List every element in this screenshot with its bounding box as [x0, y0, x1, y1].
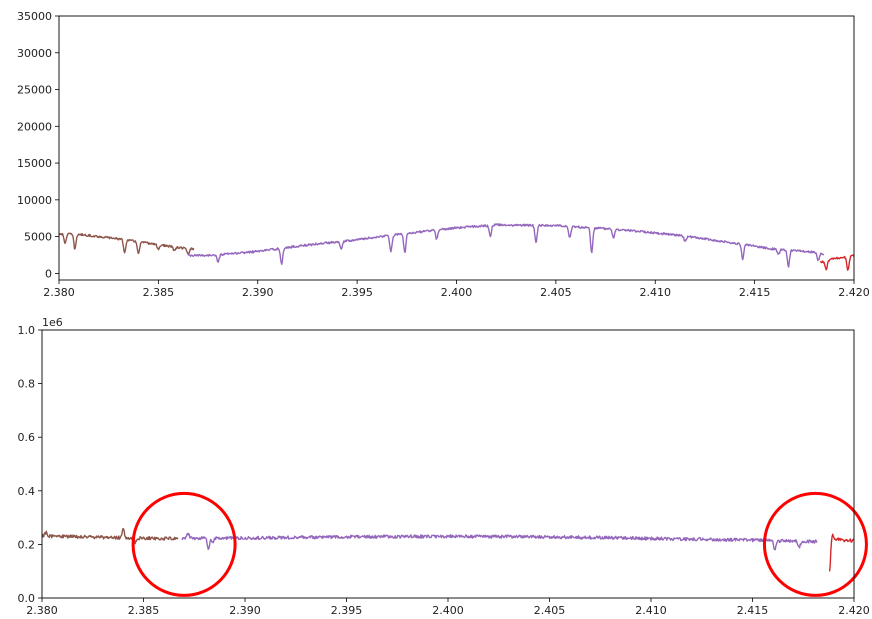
- bottom-spectrum-plot: 2.380 2.385 2.390 2.395 2.400 2.405 2.410 2.415…: [18, 316, 870, 617]
- x-tick-label: 2.390: [229, 604, 261, 617]
- x-tick-label: 2.380: [43, 286, 75, 299]
- x-tick-label: 2.385: [143, 286, 175, 299]
- top-spectrum-plot: 2.380 2.385 2.390 2.395 2.400 2.405 2.410 2.415…: [17, 10, 870, 299]
- y-tick-label: 0: [45, 267, 52, 280]
- x-tick-label: 2.405: [534, 604, 566, 617]
- x-tick-label: 2.400: [432, 604, 464, 617]
- x-tick-label: 2.410: [635, 604, 667, 617]
- spectrum-series-line: [181, 532, 818, 551]
- y-tick-label: 20000: [17, 120, 52, 133]
- x-tick-label: 2.410: [640, 286, 672, 299]
- x-tick-label: 2.385: [128, 604, 160, 617]
- x-tick-label: 2.390: [242, 286, 274, 299]
- spectrum-series-line: [59, 232, 195, 256]
- y-tick-label: 15000: [17, 157, 52, 170]
- y-axis-offset-label: 1e6: [42, 316, 63, 329]
- x-tick-label: 2.415: [739, 286, 771, 299]
- axes-frame: [41, 329, 855, 599]
- y-tick-label: 0.8: [18, 378, 36, 391]
- spectrum-series-line: [187, 223, 825, 268]
- y-tick-label: 0.2: [18, 538, 36, 551]
- x-tick-label: 2.405: [540, 286, 572, 299]
- y-tick-label: 0.0: [18, 592, 36, 605]
- axes-frame: [58, 15, 855, 281]
- x-tick-label: 2.380: [26, 604, 58, 617]
- y-tick-label: 0.6: [18, 431, 36, 444]
- spectrum-series-line: [819, 254, 854, 271]
- y-tick-label: 35000: [17, 10, 52, 23]
- x-tick-label: 2.420: [838, 604, 870, 617]
- x-tick-label: 2.395: [331, 604, 363, 617]
- y-tick-label: 30000: [17, 47, 52, 60]
- y-tick-label: 10000: [17, 194, 52, 207]
- x-tick-label: 2.395: [341, 286, 373, 299]
- spectrum-series-line: [828, 533, 854, 572]
- x-tick-label: 2.415: [737, 604, 769, 617]
- x-tick-label: 2.400: [441, 286, 473, 299]
- y-tick-label: 1.0: [18, 324, 36, 337]
- x-tick-label: 2.420: [838, 286, 870, 299]
- y-tick-label: 25000: [17, 84, 52, 97]
- spectrum-series-line: [42, 527, 179, 545]
- y-tick-label: 0.4: [18, 485, 36, 498]
- y-tick-label: 5000: [24, 231, 52, 244]
- highlight-circle: [762, 491, 868, 597]
- highlight-circle: [131, 491, 237, 597]
